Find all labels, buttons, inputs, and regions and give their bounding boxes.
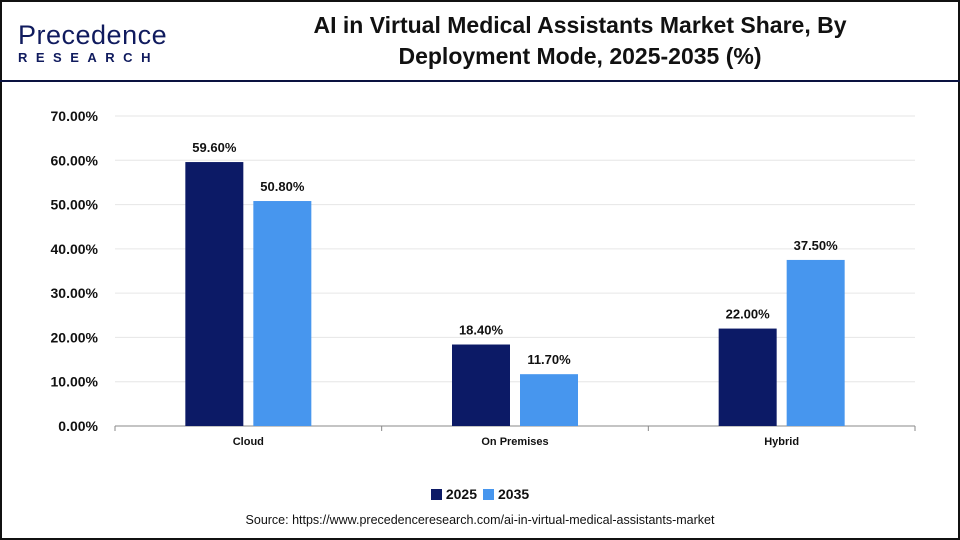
bar-2025-on-premises: [452, 344, 510, 426]
bar-2035-cloud: [253, 201, 312, 426]
chart-title: AI in Virtual Medical Assistants Market …: [313, 12, 847, 69]
data-label: 22.00%: [726, 307, 771, 322]
legend-swatch: [430, 488, 442, 500]
y-tick-label: 70.00%: [51, 108, 99, 124]
logo-line2: RESEARCH: [18, 50, 159, 65]
data-label: 37.50%: [794, 238, 839, 253]
legend-label: 2025: [445, 486, 477, 502]
y-tick-label: 30.00%: [51, 285, 99, 301]
source-note: Source: https://www.precedenceresearch.c…: [245, 513, 715, 527]
y-tick-label: 50.00%: [51, 197, 99, 213]
data-label: 11.70%: [527, 352, 571, 367]
y-tick-label: 0.00%: [58, 418, 98, 434]
bar-2035-hybrid: [786, 259, 845, 426]
legend-item-2025: 2025: [430, 486, 477, 502]
legend-label: 2035: [498, 486, 530, 502]
y-tick-label: 20.00%: [51, 329, 99, 345]
legend-item-2035: 2035: [483, 486, 529, 502]
data-label: 59.60%: [192, 140, 237, 155]
bar-2035-on-premises: [520, 374, 578, 426]
y-tick-label: 10.00%: [51, 374, 99, 390]
header-divider: [0, 80, 960, 82]
logo: Precedence RESEARCH: [18, 20, 168, 66]
data-label: 50.80%: [260, 179, 305, 194]
y-tick-label: 60.00%: [51, 152, 99, 168]
x-tick-label: On Premises: [481, 436, 548, 448]
x-tick-label: Cloud: [233, 436, 264, 448]
legend-swatch: [483, 488, 494, 500]
logo-line1: Precedence: [18, 20, 168, 50]
data-label: 18.40%: [459, 323, 504, 338]
bar-2025-hybrid: [718, 328, 777, 426]
x-tick-label: Hybrid: [764, 436, 799, 448]
legend: 2025 2035: [0, 486, 960, 503]
y-tick-label: 40.00%: [51, 241, 99, 257]
bar-2025-cloud: [185, 162, 244, 427]
